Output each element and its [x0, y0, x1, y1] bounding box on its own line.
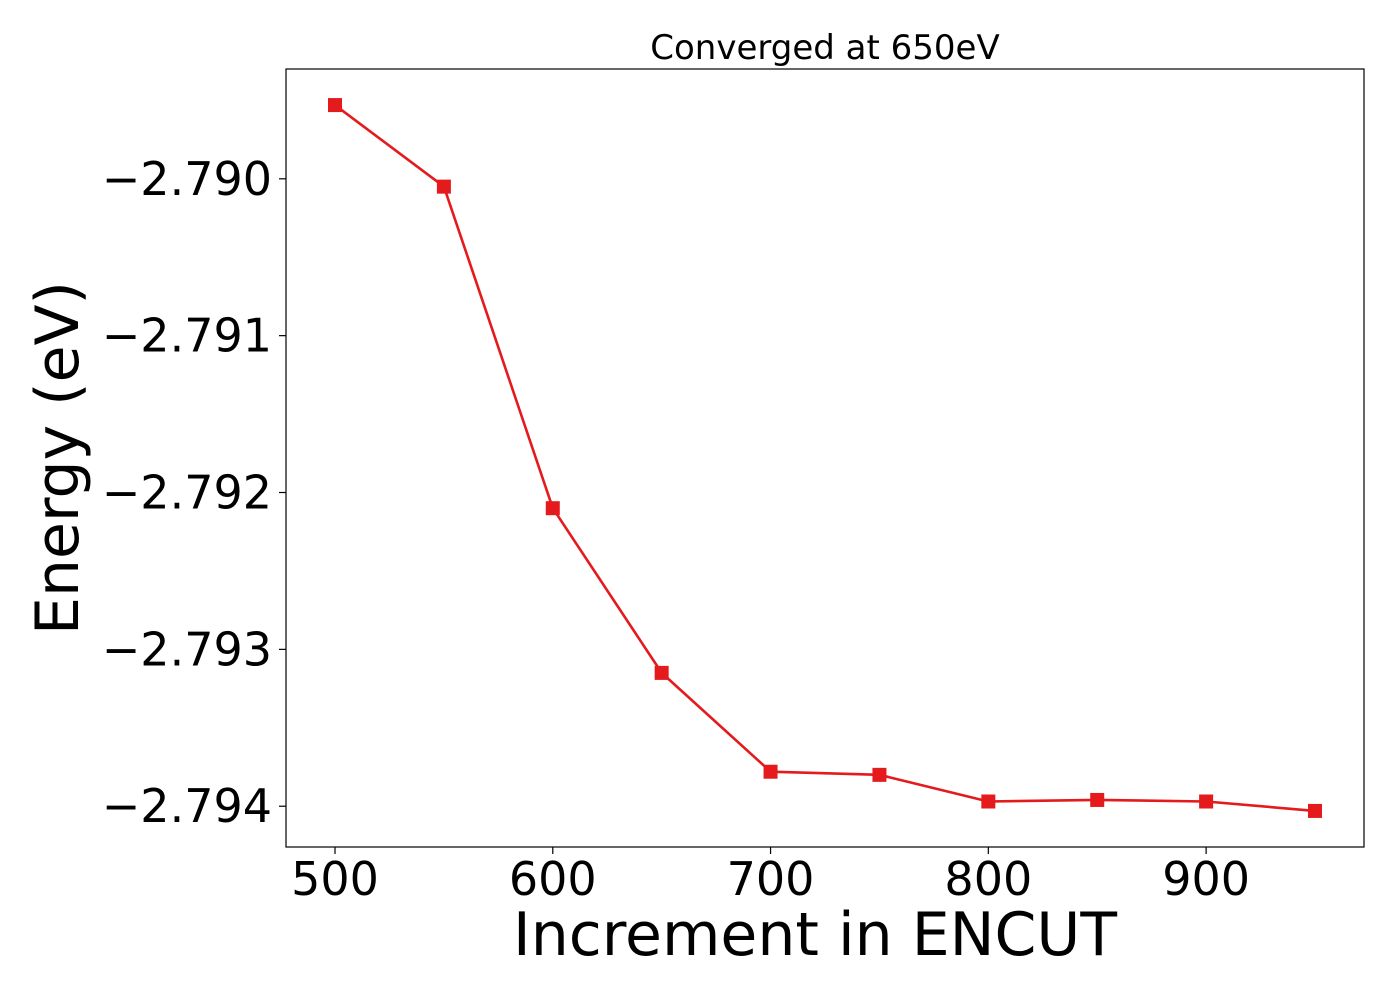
y-tick-label: −2.790 [102, 152, 272, 206]
y-tick-label: −2.792 [102, 466, 272, 520]
x-tick-label: 500 [291, 852, 379, 906]
data-point-marker [545, 501, 560, 516]
chart-title: Converged at 650eV [650, 28, 999, 68]
series-markers [328, 98, 1322, 818]
y-axis-label: Energy (eV) [23, 281, 93, 635]
data-point-marker [1308, 803, 1322, 818]
x-axis-ticks: 500 600 700 800 900 [291, 847, 1250, 906]
y-tick-label: −2.793 [102, 622, 272, 676]
y-axis-ticks: −2.790 −2.791 −2.792 −2.793 −2.794 [102, 152, 286, 833]
x-tick-label: 800 [944, 852, 1032, 906]
x-tick-label: 700 [727, 852, 815, 906]
x-tick-label: 900 [1162, 852, 1250, 906]
x-axis-label: Increment in ENCUT [513, 900, 1117, 970]
data-point-marker [763, 764, 778, 779]
data-point-marker [436, 179, 451, 194]
y-tick-label: −2.791 [102, 309, 272, 363]
x-tick-label: 600 [509, 852, 597, 906]
y-tick-label: −2.794 [102, 779, 272, 833]
data-point-marker [328, 98, 342, 113]
data-point-marker [1090, 792, 1105, 807]
data-point-marker [981, 794, 996, 809]
data-point-marker [872, 767, 887, 782]
plot-frame [285, 68, 1365, 848]
series-line [334, 104, 1316, 813]
data-point-marker [654, 665, 669, 680]
data-point-marker [1199, 794, 1214, 809]
